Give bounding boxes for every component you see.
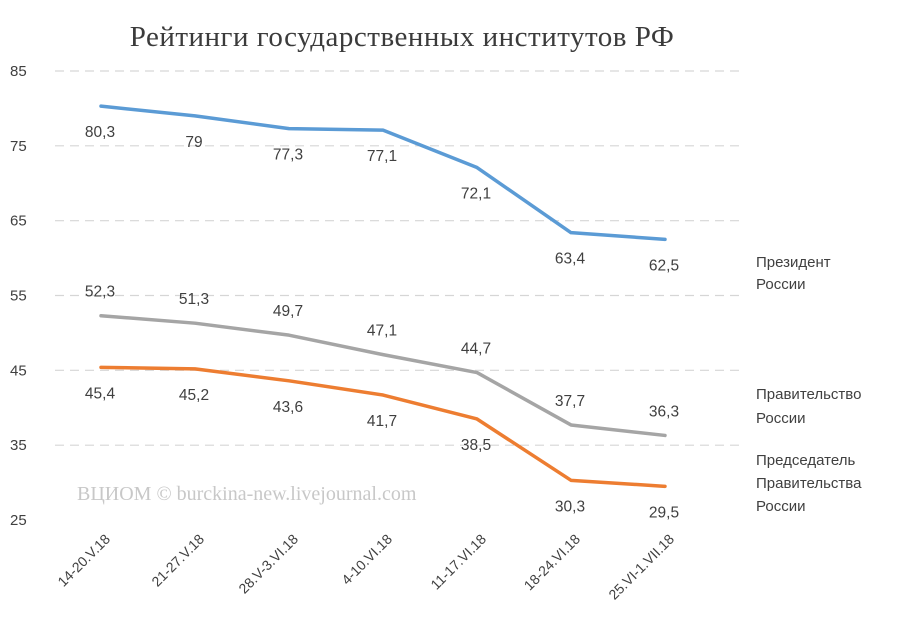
x-tick-label: 21-27.V.18 [148,531,207,590]
x-tick-label: 18-24.VI.18 [521,531,584,594]
watermark: ВЦИОМ © burckina-new.livejournal.com [77,483,417,505]
data-label: 80,3 [85,124,115,141]
series-label-line: России [756,410,805,427]
data-label: 30,3 [555,498,585,515]
data-label: 77,1 [367,148,397,165]
data-label: 77,3 [273,147,303,164]
grid-lines [55,70,742,446]
series-label-line: России [756,276,805,293]
x-tick-label: 28.V-3.VI.18 [235,531,301,597]
series-label-line: Председатель [756,452,855,469]
data-label: 29,5 [649,504,679,521]
data-label: 36,3 [649,403,679,420]
data-label: 45,2 [179,387,209,404]
y-tick-label: 75 [10,138,27,155]
y-axis-ticks: 85 75 65 55 45 35 25 [10,63,27,529]
y-tick-label: 35 [10,437,27,454]
series-lines [99,104,667,489]
y-tick-label: 85 [10,63,27,80]
x-axis-ticks: 14-20.V.18 21-27.V.18 28.V-3.VI.18 4-10.VI.… [54,531,677,603]
data-label: 72,1 [461,186,491,203]
series-line-1 [99,104,667,242]
chart-title: Рейтинги государственных институтов РФ [130,21,675,53]
x-tick-label: 11-17.VI.18 [427,531,489,593]
series-label-line: России [756,498,805,515]
y-tick-label: 45 [10,362,27,379]
y-tick-label: 25 [10,512,27,529]
series-labels: Президент России Правительство России Предсе… [756,254,862,515]
data-label: 79 [185,134,202,151]
data-label: 51,3 [179,291,209,308]
data-label: 52,3 [85,284,115,301]
data-label: 45,4 [85,385,116,402]
y-tick-label: 65 [10,213,27,230]
data-label: 41,7 [367,413,397,430]
series-line-2 [99,313,667,438]
data-labels: 80,3 79 77,3 77,1 72,1 63,4 62,5 52,3 51,3 49,7 47… [85,124,679,521]
series-line-3 [99,365,667,489]
x-tick-label: 14-20.V.18 [54,531,113,590]
series-label-line: Правительство [756,386,861,403]
data-label: 63,4 [555,251,586,268]
data-label: 38,5 [461,437,491,454]
data-label: 47,1 [367,323,397,340]
data-label: 43,6 [273,399,303,416]
y-tick-label: 55 [10,288,27,305]
data-label: 62,5 [649,257,679,274]
data-label: 44,7 [461,341,491,358]
x-tick-label: 4-10.VI.18 [338,531,395,588]
x-tick-label: 25.VI-1.VII.18 [605,531,677,603]
series-label-line: Президент [756,254,831,271]
series-label-line: Правительства [756,475,862,492]
data-label: 37,7 [555,393,585,410]
data-label: 49,7 [273,303,303,320]
